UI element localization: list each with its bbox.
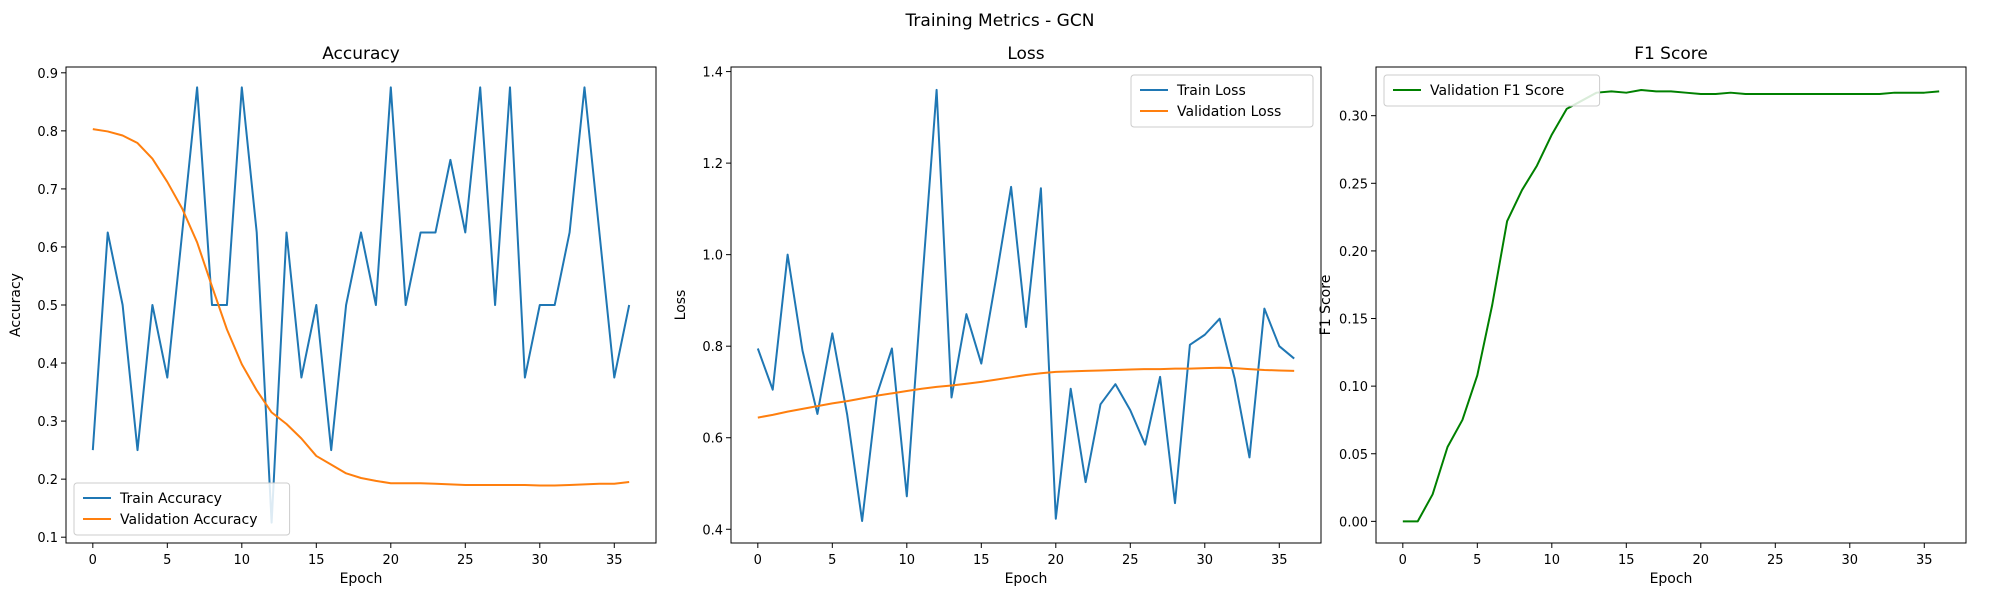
x-tick-label: 0: [89, 553, 97, 568]
y-tick-label: 0.5: [37, 299, 58, 314]
x-tick-label: 5: [163, 553, 171, 568]
y-tick-label: 1.2: [702, 157, 723, 172]
legend: Validation F1 Score: [1383, 74, 1601, 107]
x-tick-label: 10: [234, 553, 251, 568]
series-line-2: [92, 128, 630, 487]
legend-label: Validation Loss: [1177, 104, 1281, 120]
series-line-1: [756, 88, 1295, 523]
series-line-1: [91, 86, 631, 524]
y-axis-label: Accuracy: [8, 273, 24, 337]
y-tick-label: 0.20: [1339, 245, 1368, 260]
legend-label: Validation Accuracy: [120, 512, 258, 528]
y-tick-label: 0.9: [37, 67, 58, 82]
chart-title: Accuracy: [322, 44, 400, 64]
chart-title: Loss: [1007, 44, 1044, 64]
chart-panel-3: 0 5 10 15 20 25 30 35 0.00 0.05 0.10 0.15 0.20 0.25 0.…: [1318, 44, 1967, 587]
x-tick-label: 20: [383, 553, 400, 568]
y-tick-label: 0.4: [37, 357, 58, 372]
legend-box: [1130, 74, 1314, 128]
x-tick-label: 20: [1693, 553, 1710, 568]
y-tick-label: 0.3: [37, 415, 58, 430]
y-tick-label: 0.8: [702, 340, 723, 355]
x-tick-label: 5: [828, 553, 836, 568]
axes-frame: [1375, 66, 1967, 544]
y-tick-label: 0.15: [1339, 313, 1368, 328]
legend-box: [1383, 74, 1601, 107]
y-tick-label: 0.1: [37, 531, 58, 546]
x-tick-label: 10: [1544, 553, 1561, 568]
x-tick-label: 35: [606, 553, 623, 568]
figure-suptitle: Training Metrics - GCN: [905, 11, 1095, 31]
x-tick-label: 0: [1399, 553, 1407, 568]
series-line-2: [757, 366, 1295, 419]
x-tick-label: 35: [1916, 553, 1933, 568]
chart-title: F1 Score: [1634, 44, 1708, 64]
y-tick-label: 1.0: [702, 249, 723, 264]
x-tick-label: 30: [1842, 553, 1859, 568]
y-tick-label: 0.4: [702, 523, 723, 538]
x-axis-label: Epoch: [1650, 571, 1693, 587]
y-tick-label: 0.7: [37, 183, 58, 198]
y-axis-label: F1 Score: [1318, 275, 1334, 336]
legend: Train Accuracy Validation Accuracy: [73, 482, 291, 536]
panels: 0 5 10 15 20 25 30 35 0.1 0.2 0.3 0.4 0.5 0.6 0.7 0.8 0.…: [8, 44, 1967, 587]
x-axis-label: Epoch: [340, 571, 383, 587]
x-tick-label: 10: [899, 553, 916, 568]
legend-label: Validation F1 Score: [1430, 83, 1564, 99]
legend-box: [73, 482, 291, 536]
legend-label: Train Accuracy: [119, 491, 222, 507]
y-tick-label: 1.4: [702, 66, 723, 81]
x-tick-label: 15: [973, 553, 990, 568]
axes-frame: [730, 66, 1322, 544]
x-tick-label: 15: [1618, 553, 1635, 568]
y-tick-label: 0.6: [37, 241, 58, 256]
x-tick-label: 35: [1271, 553, 1288, 568]
x-tick-label: 30: [1197, 553, 1214, 568]
y-tick-label: 0.6: [702, 432, 723, 447]
x-axis-label: Epoch: [1005, 571, 1048, 587]
y-tick-label: 0.10: [1339, 380, 1368, 395]
y-tick-label: 0.00: [1339, 515, 1368, 530]
series-line-1: [1402, 88, 1940, 523]
y-tick-label: 0.25: [1339, 177, 1368, 192]
y-tick-label: 0.2: [37, 473, 58, 488]
x-tick-label: 0: [754, 553, 762, 568]
x-tick-label: 25: [457, 553, 474, 568]
chart-panel-2: 0 5 10 15 20 25 30 35 0.4 0.6 0.8 1.0 1.2 1.4 Loss Epoc…: [673, 44, 1322, 587]
chart-panel-1: 0 5 10 15 20 25 30 35 0.1 0.2 0.3 0.4 0.5 0.6 0.7 0.8 0.…: [8, 44, 657, 587]
y-tick-label: 0.8: [37, 125, 58, 140]
x-tick-label: 15: [308, 553, 325, 568]
legend-label: Train Loss: [1176, 83, 1246, 99]
x-tick-label: 20: [1048, 553, 1065, 568]
legend: Train Loss Validation Loss: [1130, 74, 1314, 128]
y-tick-label: 0.05: [1339, 448, 1368, 463]
x-tick-label: 25: [1767, 553, 1784, 568]
x-tick-label: 30: [532, 553, 549, 568]
x-tick-label: 25: [1122, 553, 1139, 568]
y-axis-label: Loss: [673, 290, 689, 321]
y-tick-label: 0.30: [1339, 110, 1368, 125]
x-tick-label: 5: [1473, 553, 1481, 568]
